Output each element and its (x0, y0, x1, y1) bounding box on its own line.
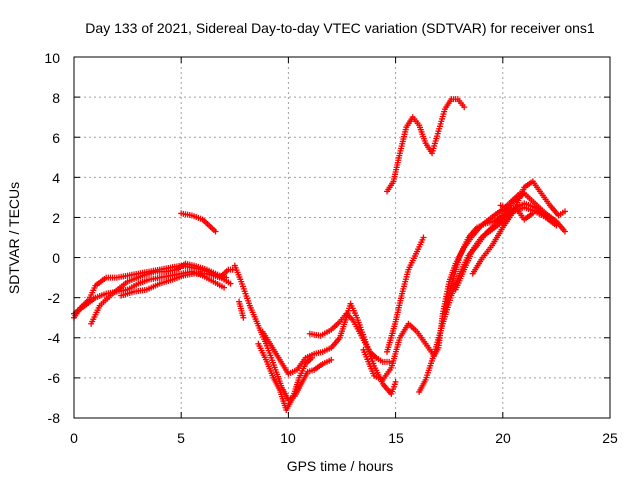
data-point-track-10 (386, 358, 393, 365)
y-tick-label-neg4: -4 (48, 330, 61, 346)
x-axis-label: GPS time / hours (287, 458, 394, 474)
y-tick-label-6: 6 (52, 130, 60, 146)
x-tick-label-25: 25 (602, 430, 618, 446)
data-point-track-5 (212, 228, 219, 235)
chart-title: Day 133 of 2021, Sidereal Day-to-day VTE… (85, 20, 595, 36)
y-tick-label-neg8: -8 (48, 410, 61, 426)
y-tick-label-4: 4 (52, 170, 60, 186)
data-point-track-17 (529, 210, 536, 217)
y-tick-label-8: 8 (52, 90, 60, 106)
plot-frame (73, 56, 611, 419)
x-tick-label-10: 10 (280, 430, 296, 446)
data-point-track-16 (561, 208, 568, 215)
data-points (71, 96, 568, 413)
data-point-track-7 (240, 314, 247, 321)
data-point-track-15 (553, 222, 560, 229)
data-point-track-6 (328, 356, 335, 363)
data-point-track-2 (221, 284, 228, 291)
data-point-track-1 (227, 280, 234, 287)
y-tick-label-2: 2 (52, 210, 60, 226)
data-point-track-18 (461, 104, 468, 111)
data-point-track-14 (561, 228, 568, 235)
data-point-track-3 (223, 274, 230, 281)
data-point-track-12 (420, 234, 427, 241)
y-tick-label-0: 0 (52, 250, 60, 266)
y-axis-label: SDTVAR / TECUs (6, 182, 22, 294)
axis-ticks (73, 56, 611, 419)
x-tick-label-20: 20 (495, 430, 511, 446)
y-tick-label-neg6: -6 (48, 370, 61, 386)
grid-lines (74, 57, 610, 418)
y-tick-label-10: 10 (44, 50, 60, 66)
x-tick-label-0: 0 (70, 430, 78, 446)
y-tick-label-neg2: -2 (48, 290, 61, 306)
data-point-track-9 (392, 378, 399, 385)
x-tick-label-15: 15 (388, 430, 404, 446)
x-tick-label-5: 5 (177, 430, 185, 446)
